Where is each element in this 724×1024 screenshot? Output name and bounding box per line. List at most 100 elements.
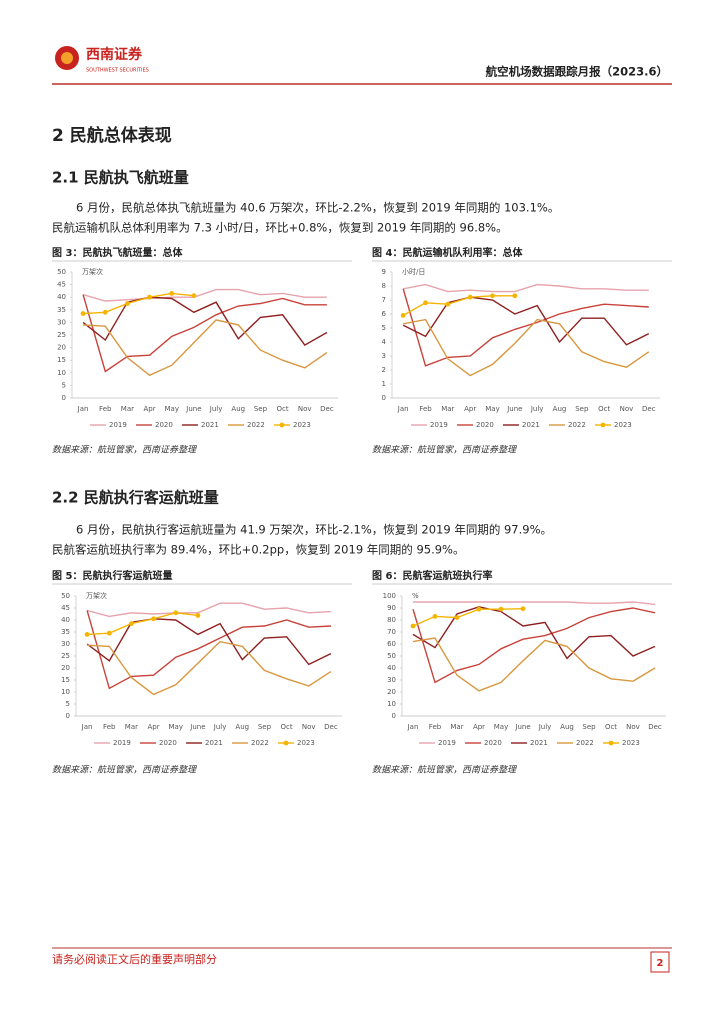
- y-tick-label: 0: [382, 394, 386, 402]
- legend-label: 2023: [622, 739, 640, 747]
- x-tick-label: Apr: [464, 405, 476, 413]
- x-tick-label: Mar: [125, 723, 138, 731]
- series-line: [87, 612, 198, 636]
- legend-marker: [279, 422, 285, 428]
- x-tick-label: Apr: [144, 405, 156, 413]
- x-tick-label: Jan: [397, 405, 409, 413]
- y-tick-label: 100: [383, 592, 396, 600]
- point: [106, 630, 112, 636]
- legend-label: 2023: [297, 739, 315, 747]
- point: [467, 294, 473, 300]
- x-tick-label: Nov: [302, 723, 316, 731]
- y-tick-label: 40: [61, 616, 70, 624]
- y-tick-label: 45: [61, 604, 70, 612]
- series-line: [412, 606, 656, 660]
- x-tick-label: Feb: [429, 723, 442, 731]
- x-tick-label: Dec: [324, 723, 338, 731]
- legend-label: 2022: [568, 421, 586, 429]
- unit-label: 小时/日: [402, 267, 425, 276]
- point: [476, 606, 482, 612]
- legend-label: 2020: [159, 739, 177, 747]
- x-tick-label: June: [185, 405, 201, 413]
- series-line: [86, 602, 331, 618]
- point: [432, 614, 438, 619]
- y-tick-label: 5: [66, 700, 70, 708]
- x-tick-label: May: [169, 723, 183, 731]
- x-tick-label: July: [213, 723, 227, 731]
- series-line: [82, 288, 327, 302]
- y-tick-label: 60: [387, 640, 396, 648]
- unit-label: 万架次: [86, 591, 107, 600]
- page-number: 2: [657, 958, 664, 969]
- legend-label: 2019: [109, 421, 127, 429]
- x-tick-label: Feb: [103, 723, 116, 731]
- point: [102, 309, 108, 315]
- x-tick-label: Sep: [582, 723, 596, 731]
- x-tick-label: July: [530, 405, 544, 413]
- legend-label: 2022: [576, 739, 594, 747]
- y-tick-label: 70: [387, 628, 396, 636]
- report-title: 航空机场数据跟踪月报（2023.6）: [486, 65, 668, 79]
- point: [147, 294, 152, 300]
- legend-label: 2022: [247, 421, 265, 429]
- series-line: [412, 637, 656, 692]
- series-line: [403, 283, 649, 293]
- y-tick-label: 50: [61, 592, 70, 600]
- point: [129, 621, 134, 626]
- y-tick-label: 25: [57, 331, 66, 339]
- y-tick-label: 7: [382, 296, 386, 304]
- series-line: [82, 294, 327, 373]
- legend-label: 2021: [522, 421, 540, 429]
- x-tick-label: Oct: [281, 723, 293, 731]
- legend-label: 2021: [201, 421, 219, 429]
- x-tick-label: Nov: [626, 723, 640, 731]
- point: [400, 313, 406, 318]
- y-tick-label: 45: [57, 281, 66, 289]
- x-tick-label: Apr: [473, 723, 485, 731]
- point: [195, 613, 201, 618]
- legend-label: 2019: [438, 739, 456, 747]
- x-tick-label: Sep: [575, 405, 589, 413]
- page-box: [650, 951, 670, 973]
- y-tick-label: 6: [382, 310, 387, 318]
- x-tick-label: Nov: [620, 405, 634, 413]
- y-tick-label: 0: [66, 712, 70, 720]
- y-tick-label: 30: [387, 676, 396, 684]
- point: [498, 606, 504, 612]
- y-tick-label: 50: [57, 268, 66, 276]
- x-tick-label: Aug: [235, 723, 249, 731]
- subsection-title: 2.2 民航执行客运航班量: [52, 489, 219, 507]
- figure-caption: 图 4：民航运输机队利用率：总体: [372, 246, 523, 259]
- legend-label: 2020: [476, 421, 494, 429]
- source-note: 数据来源：航班管家，西南证券整理: [372, 445, 518, 456]
- series-line: [86, 610, 331, 690]
- y-tick-label: 2: [382, 366, 386, 374]
- x-tick-label: Oct: [598, 405, 610, 413]
- x-tick-label: Jan: [77, 405, 89, 413]
- x-tick-label: Nov: [298, 405, 312, 413]
- point: [169, 291, 175, 296]
- legend-label: 2020: [155, 421, 173, 429]
- series-line: [83, 292, 194, 315]
- legend-label: 2021: [530, 739, 548, 747]
- y-tick-label: 50: [387, 652, 396, 660]
- y-tick-label: 9: [382, 268, 386, 276]
- series-line: [402, 296, 650, 346]
- point: [151, 616, 156, 622]
- x-tick-label: Apr: [148, 723, 160, 731]
- paragraph: 6 月份，民航总体执飞航班量为 40.6 万架次，环比-2.2%，恢复到 201…: [76, 201, 559, 215]
- point: [125, 301, 130, 306]
- y-tick-label: 40: [57, 293, 66, 301]
- y-tick-label: 35: [57, 306, 66, 314]
- series-line: [402, 295, 515, 317]
- figure-caption: 图 6：民航客运航班执行率: [372, 569, 492, 582]
- y-tick-label: 20: [57, 344, 66, 352]
- x-tick-label: Feb: [419, 405, 432, 413]
- series-line: [83, 319, 328, 377]
- point: [191, 293, 197, 299]
- series-line: [403, 318, 650, 377]
- unit-label: 万架次: [82, 267, 103, 276]
- x-tick-label: July: [209, 405, 223, 413]
- legend-label: 2023: [293, 421, 311, 429]
